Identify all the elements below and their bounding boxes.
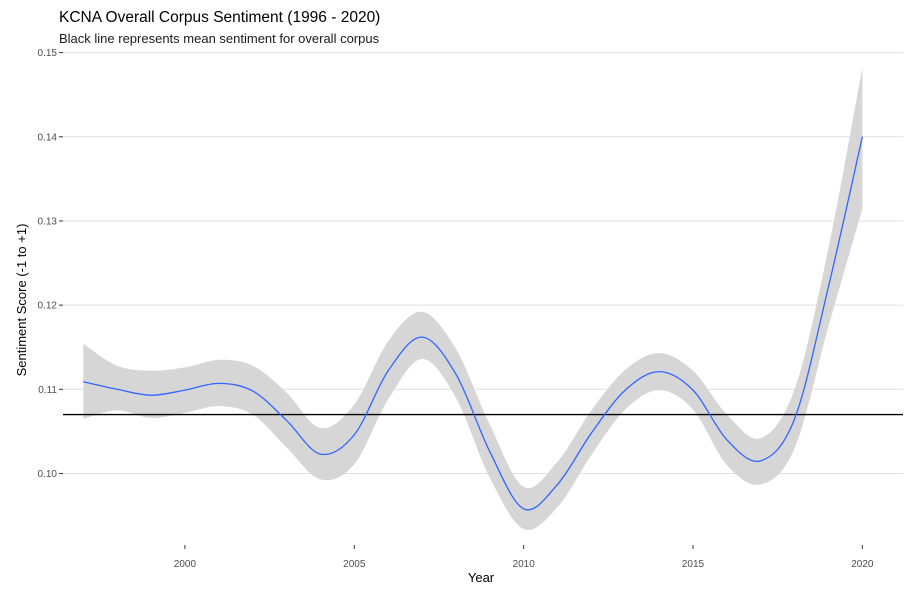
y-tick-label: 0.11 [38,385,57,396]
x-axis-label: Year [468,570,495,585]
x-tick-label: 2010 [513,559,536,570]
x-tick-label: 2005 [343,559,366,570]
y-tick-label: 0.12 [38,301,58,312]
y-tick-label: 0.13 [38,216,58,227]
smoothed-sentiment-line [83,136,863,511]
x-tick-label: 2015 [682,559,705,570]
y-tick-label: 0.10 [38,469,58,480]
y-tick-label: 0.14 [38,132,58,143]
chart-title: KCNA Overall Corpus Sentiment (1996 - 20… [59,9,381,26]
chart-subtitle: Black line represents mean sentiment for… [59,31,380,46]
x-tick-label: 2020 [851,559,874,570]
y-axis-label: Sentiment Score (-1 to +1) [14,224,29,377]
x-tick-label: 2000 [174,559,197,570]
y-tick-label: 0.15 [38,48,58,59]
